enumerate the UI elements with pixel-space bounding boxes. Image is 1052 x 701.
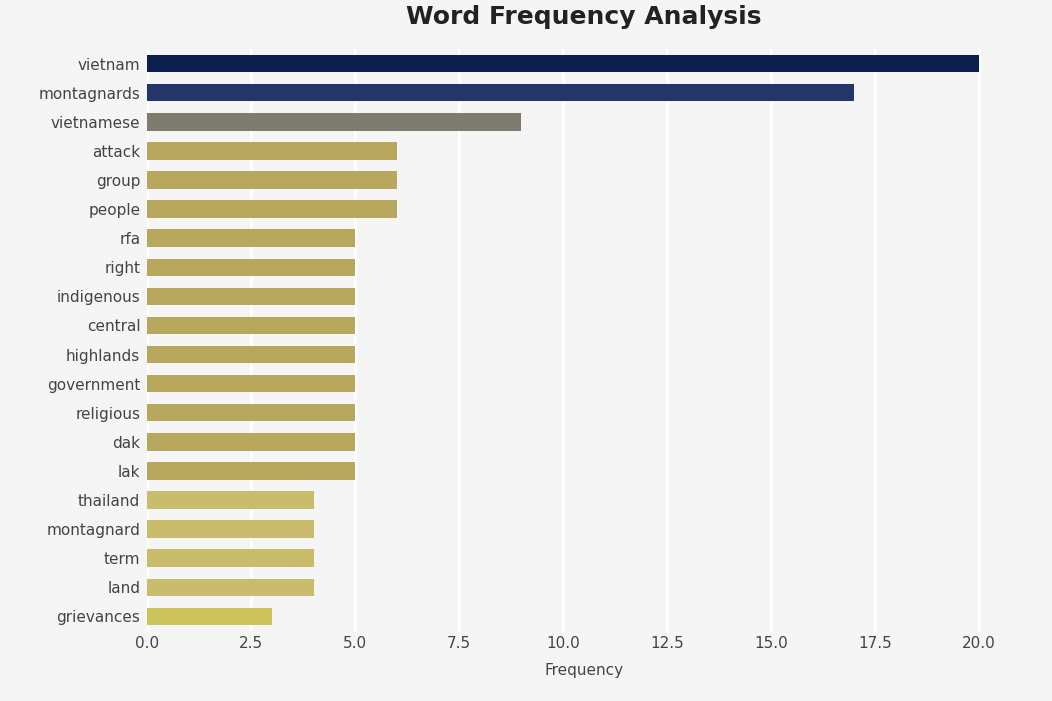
Bar <box>147 491 313 509</box>
Bar <box>147 84 854 102</box>
Bar <box>147 142 397 160</box>
Bar <box>147 171 397 189</box>
Bar <box>147 375 356 393</box>
Title: Word Frequency Analysis: Word Frequency Analysis <box>406 5 762 29</box>
Bar <box>147 520 313 538</box>
Bar <box>147 229 356 247</box>
Bar <box>147 404 356 421</box>
Bar <box>147 259 356 276</box>
Bar <box>147 578 313 596</box>
Bar <box>147 462 356 479</box>
Bar <box>147 433 356 451</box>
Bar <box>147 550 313 567</box>
Bar <box>147 346 356 363</box>
Bar <box>147 55 978 72</box>
Bar <box>147 200 397 218</box>
Bar <box>147 287 356 305</box>
Bar <box>147 317 356 334</box>
Bar <box>147 113 522 130</box>
Bar <box>147 608 272 625</box>
X-axis label: Frequency: Frequency <box>544 662 624 678</box>
